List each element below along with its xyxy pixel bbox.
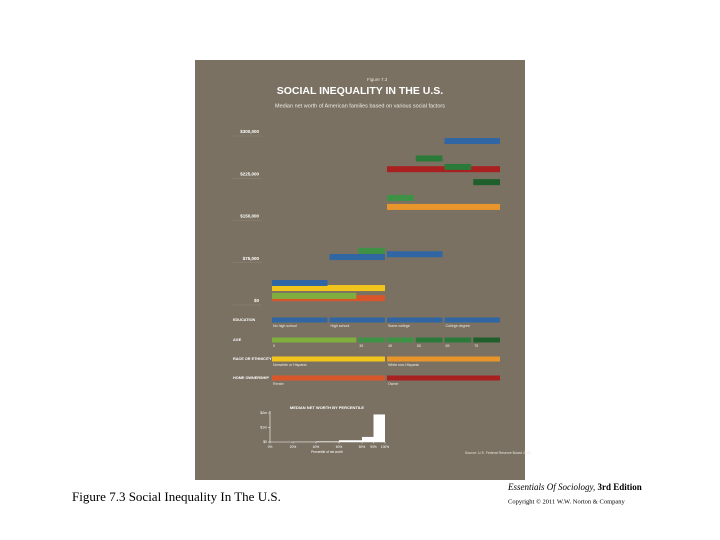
- inset-y-tick-label: $1m: [260, 425, 267, 429]
- net-worth-bar: [387, 251, 443, 258]
- category-label: White non-Hispanic: [388, 363, 419, 367]
- infographic-title: SOCIAL INEQUALITY IN THE U.S.: [277, 85, 444, 97]
- y-tick-label: $225,000: [240, 171, 259, 176]
- inset-x-tick-label: 0%: [268, 445, 273, 449]
- category-label: College degree: [446, 324, 470, 328]
- edition: 3rd Edition: [598, 482, 642, 492]
- source: Source: U.S. Federal Reserve Board 2008: [465, 451, 531, 455]
- net-worth-bar: [387, 203, 500, 210]
- infographic-subtitle: Median net worth of American families ba…: [275, 103, 445, 109]
- legend-strip: [473, 337, 500, 343]
- legend-strip: [272, 375, 385, 381]
- net-worth-bar: [415, 155, 443, 162]
- legend-strip: [272, 317, 328, 323]
- inset-title: MEDIAN NET WORTH BY PERCENTILE: [290, 405, 364, 410]
- legend-strip: [387, 337, 414, 343]
- category-label: 35: [359, 344, 363, 348]
- net-worth-bar: [329, 254, 385, 261]
- net-worth-bar: [473, 179, 500, 186]
- legend-strip: [444, 317, 500, 323]
- category-label: No high school: [273, 324, 297, 328]
- inset-x-tick-label: 90%: [370, 445, 377, 449]
- net-worth-bar: [387, 194, 414, 201]
- net-worth-bar: [272, 279, 328, 286]
- net-worth-bar: [272, 285, 385, 292]
- y-tick-label: $300,000: [240, 129, 259, 134]
- group-label: RACE OR ETHNICITY: [233, 357, 272, 361]
- book-title: Essentials Of Sociology,: [507, 482, 595, 492]
- legend-strip: [415, 337, 443, 343]
- group-label: HOME OWNERSHIP: [233, 376, 269, 380]
- slide-caption: Figure 7.3 Social Inequality In The U.S.: [72, 489, 281, 504]
- category-label: Owner: [388, 382, 399, 386]
- inset-y-tick-label: $0: [263, 440, 267, 444]
- y-tick-label: $75,000: [243, 256, 260, 261]
- category-label: 55: [417, 344, 421, 348]
- category-label: 75: [474, 344, 478, 348]
- net-worth-bar: [387, 166, 500, 173]
- figure-label: Figure 7.3: [367, 77, 388, 82]
- net-worth-bar: [272, 292, 357, 299]
- inset-x-tick-label: 80%: [359, 445, 366, 449]
- net-worth-bar: [444, 163, 472, 170]
- infographic-panel: [195, 60, 525, 480]
- legend-strip: [329, 317, 385, 323]
- y-tick-label: $0: [254, 298, 260, 303]
- category-label: High school: [331, 324, 350, 328]
- copyright: Copyright © 2011 W.W. Norton & Company: [508, 498, 626, 505]
- inset-bar: [373, 414, 385, 442]
- category-label: 65: [446, 344, 450, 348]
- inset-x-tick-label: 100%: [381, 445, 389, 449]
- legend-strip: [444, 337, 472, 343]
- legend-strip: [387, 317, 443, 323]
- net-worth-bar: [444, 138, 500, 145]
- inset-y-tick-label: $2m: [260, 411, 267, 415]
- category-label: Renter: [273, 382, 285, 386]
- category-label: 45: [388, 344, 392, 348]
- inset-x-label: Percentile of net worth: [311, 450, 343, 454]
- legend-strip: [272, 337, 357, 343]
- legend-strip: [272, 356, 385, 362]
- inset-x-tick-label: 60%: [336, 445, 343, 449]
- category-label: 0: [273, 344, 275, 348]
- y-tick-label: $150,000: [240, 214, 259, 219]
- legend-strip: [358, 337, 385, 343]
- book-credit: Essentials Of Sociology, 3rd Edition: [507, 482, 642, 492]
- legend-strip: [387, 375, 500, 381]
- inset-bar: [362, 436, 374, 442]
- inset-bar: [316, 441, 339, 442]
- inset-bar: [339, 440, 362, 442]
- group-label: EDUCATION: [233, 318, 256, 322]
- inset-x-tick-label: 20%: [290, 445, 297, 449]
- category-label: Nonwhite or Hispanic: [273, 363, 307, 367]
- inset-x-tick-label: 40%: [313, 445, 320, 449]
- group-label: AGE: [233, 338, 242, 342]
- category-label: Some college: [388, 324, 410, 328]
- legend-strip: [387, 356, 500, 362]
- net-worth-bar: [358, 247, 385, 254]
